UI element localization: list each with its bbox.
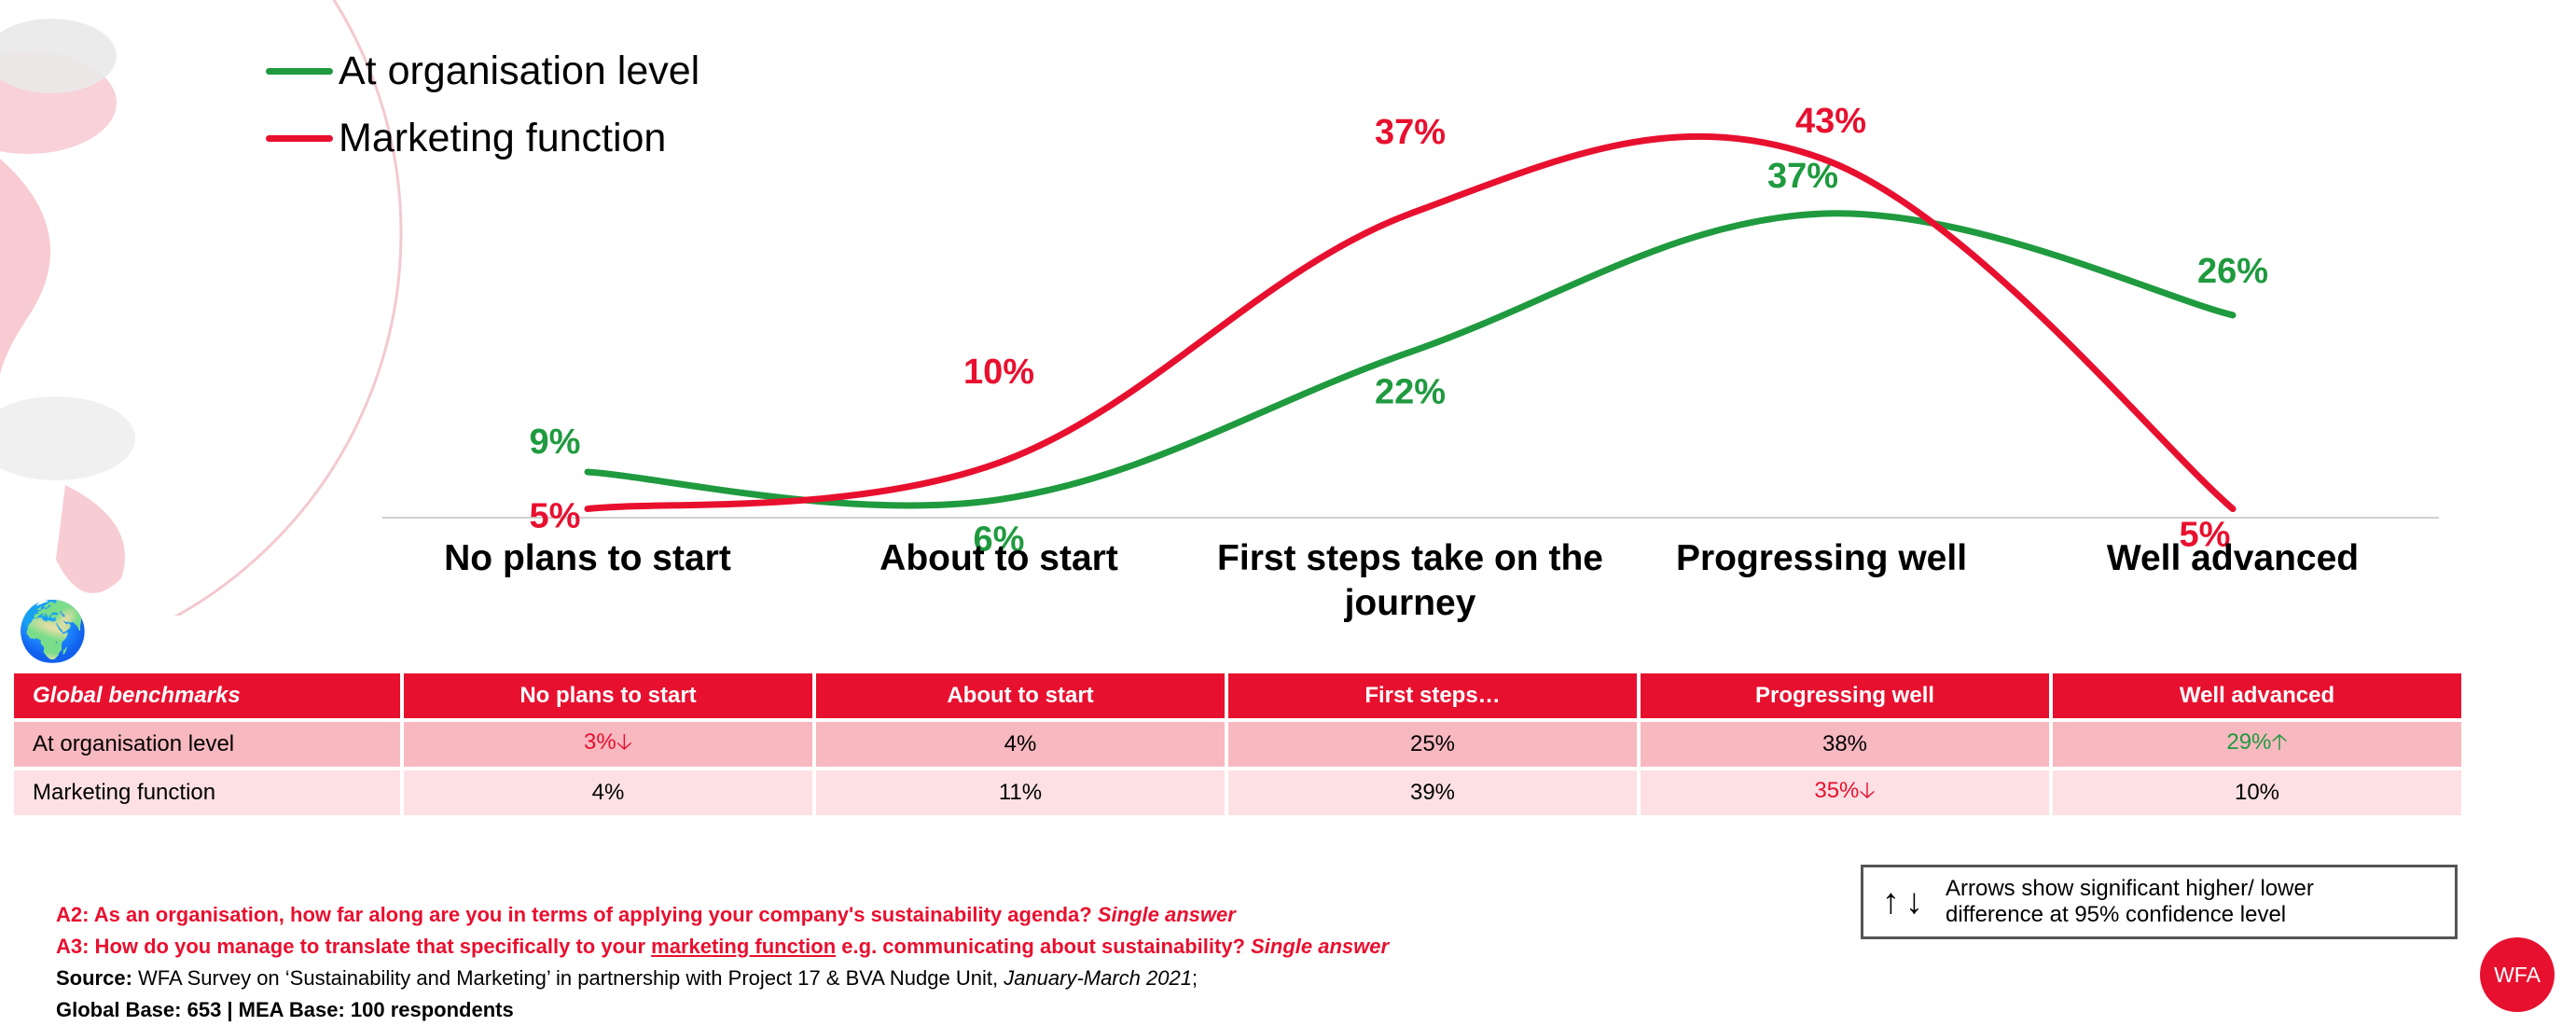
line-chart: 9%6%22%37%26%5%10%37% 43%5%	[382, 102, 2439, 560]
data-label-organisation: 22%	[1375, 372, 1446, 411]
footnotes: A2: As an organisation, how far along ar…	[56, 899, 1389, 1026]
benchmark-cell: 10%	[2053, 770, 2461, 815]
legend-marketing: Marketing function	[266, 116, 666, 161]
benchmark-header-cell: Well advanced	[2053, 673, 2461, 718]
decorative-graphic	[0, 0, 403, 616]
wfa-logo: WFA	[2480, 937, 2555, 1012]
category-label-about-to-start: About to start	[879, 538, 1118, 578]
series-line-marketing	[584, 132, 2237, 513]
benchmark-header-cell: No plans to start	[404, 673, 812, 718]
legend-organisation: At organisation level	[266, 49, 699, 94]
benchmark-header-cell: About to start	[816, 673, 1225, 718]
legend-swatch-marketing	[266, 135, 333, 142]
benchmark-row-label: Marketing function	[14, 770, 400, 815]
benchmark-row-organisation: At organisation level 3%🡣 4% 25% 38% 29%…	[14, 722, 2461, 767]
arrow-down-icon: 🡣	[1859, 777, 1876, 803]
benchmark-cell: 35%🡣	[1641, 770, 2049, 815]
benchmark-cell: 4%	[816, 722, 1225, 767]
benchmark-header-row: Global benchmarks No plans to start Abou…	[14, 673, 2461, 718]
marketing-function-link: marketing function	[651, 935, 837, 958]
series-line-organisation	[584, 210, 2237, 509]
benchmark-cell: 29%🡡	[2053, 722, 2461, 767]
benchmark-cell: 4%	[404, 770, 812, 815]
arrow-up-icon: 🡡	[2271, 728, 2288, 755]
legend-label-marketing: Marketing function	[339, 116, 667, 160]
data-label-organisation: 6%	[974, 520, 1025, 560]
benchmark-cell: 11%	[816, 770, 1225, 815]
data-label-organisation: 26%	[2197, 252, 2268, 291]
category-label-no-plans: No plans to start	[444, 538, 731, 578]
category-label-first-steps: First steps take on the journey	[1217, 538, 1603, 623]
benchmark-cell: 39%	[1228, 770, 1637, 815]
benchmark-row-label: At organisation level	[14, 722, 400, 767]
legend-swatch-organisation	[266, 68, 333, 75]
data-label-marketing: 37%	[1375, 113, 1446, 152]
benchmark-header-cell: First steps…	[1228, 673, 1637, 718]
benchmark-cell: 38%	[1641, 722, 2049, 767]
base-note: Global Base: 653 | MEA Base: 100 respond…	[56, 998, 514, 1021]
benchmark-header-label: Global benchmarks	[14, 673, 400, 718]
question-a3: A3: How do you manage to translate that …	[56, 935, 1390, 958]
category-label-well-advanced: Well advanced	[2106, 538, 2360, 578]
question-a2: A2: As an organisation, how far along ar…	[56, 903, 1236, 926]
arrow-down-icon: 🡣	[616, 728, 632, 755]
data-label-organisation: 9%	[530, 423, 581, 462]
data-label-marketing: 5%	[530, 497, 581, 536]
source-note: Source: WFA Survey on ‘Sustainability an…	[56, 966, 1198, 990]
significance-note-text: Arrows show significant higher/ lower di…	[1946, 876, 2314, 927]
significance-note-box: ↑↓ Arrows show significant higher/ lower…	[1861, 865, 2458, 939]
category-label-progressing-well: Progressing well	[1675, 538, 1968, 578]
legend-label-organisation: At organisation level	[339, 49, 700, 93]
data-label-marketing: 10%	[963, 353, 1034, 392]
benchmark-header-cell: Progressing well	[1641, 673, 2049, 718]
up-down-arrows-icon: ↑↓	[1882, 881, 1929, 922]
benchmark-row-marketing: Marketing function 4% 11% 39% 35%🡣 10%	[14, 770, 2461, 815]
benchmark-table: Global benchmarks No plans to start Abou…	[10, 670, 2465, 819]
globe-icon: 🌍	[17, 600, 90, 664]
data-label-marketing: 5%	[2180, 516, 2231, 555]
data-label-marketing: 43%	[1795, 102, 1866, 141]
benchmark-cell: 25%	[1228, 722, 1637, 767]
benchmark-cell: 3%🡣	[404, 722, 812, 767]
